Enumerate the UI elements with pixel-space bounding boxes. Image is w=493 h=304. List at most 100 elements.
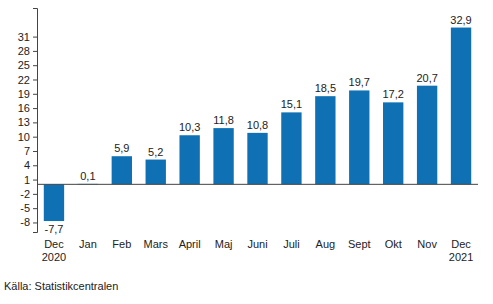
y-tick-label: 19 <box>18 88 30 100</box>
bar <box>213 128 233 184</box>
x-axis: Dec2020 Jan Feb Mars April Maj Juni Juli Aug Sept… <box>42 238 474 263</box>
y-tick: -5 <box>20 202 37 214</box>
chart-svg: -8 -5 -2 1 4 7 10 13 16 19 22 25 28 31 -7,7 0,1 5,9 5,2 10… <box>0 0 493 304</box>
x-tick-label: Juni <box>247 238 267 250</box>
y-tick: 28 <box>18 45 37 57</box>
x-tick: Sept <box>348 238 371 250</box>
y-tick-label: 22 <box>18 74 30 86</box>
x-tick: Feb <box>112 238 131 250</box>
data-label: -7,7 <box>44 223 63 235</box>
y-tick-mark <box>33 94 37 95</box>
y-tick-label: 16 <box>18 102 30 114</box>
y-tick: 13 <box>18 116 37 128</box>
x-tick: Mars <box>144 238 169 250</box>
chart-container: -8 -5 -2 1 4 7 10 13 16 19 22 25 28 31 -7,7 0,1 5,9 5,2 10… <box>0 0 493 304</box>
data-label: 20,7 <box>416 72 437 84</box>
y-tick: 10 <box>18 131 37 143</box>
data-label: 15,1 <box>281 98 302 110</box>
bar <box>451 28 471 185</box>
data-label: 19,7 <box>349 76 370 88</box>
x-tick: Dec2020 <box>42 238 66 263</box>
y-tick-label: 31 <box>18 31 30 43</box>
x-tick-label: Maj <box>215 238 233 250</box>
y-tick-label: 28 <box>18 45 30 57</box>
x-tick-label: April <box>179 238 201 250</box>
data-label: 32,9 <box>450 14 471 26</box>
y-tick: 1 <box>24 174 37 186</box>
y-tick-label: -2 <box>20 188 30 200</box>
bar <box>44 184 64 221</box>
x-tick: April <box>179 238 201 250</box>
x-tick: Juli <box>283 238 300 250</box>
x-tick-label: Jan <box>79 238 97 250</box>
bar <box>247 133 267 184</box>
x-tick-label: Sept <box>348 238 371 250</box>
bar <box>146 160 166 185</box>
x-tick: Maj <box>215 238 233 250</box>
y-tick-label: -8 <box>20 216 30 228</box>
bar <box>179 135 199 184</box>
y-axis-line <box>33 9 38 233</box>
y-tick-mark <box>33 51 37 52</box>
bar <box>383 102 403 184</box>
y-tick-mark <box>33 165 37 166</box>
y-tick: 16 <box>18 102 37 114</box>
plot-area: -8 -5 -2 1 4 7 10 13 16 19 22 25 28 31 -7,7 0,1 5,9 5,2 10… <box>18 9 478 264</box>
x-tick-label: Dec2020 <box>42 238 66 263</box>
y-tick: 31 <box>18 31 37 43</box>
data-label: 5,2 <box>148 146 163 158</box>
x-tick-label: Juli <box>283 238 300 250</box>
x-tick-label: Mars <box>144 238 169 250</box>
y-tick: 22 <box>18 74 37 86</box>
bar <box>349 90 369 184</box>
y-tick-mark <box>33 137 37 138</box>
x-tick-label: Aug <box>316 238 336 250</box>
y-tick-mark <box>33 222 37 223</box>
x-tick-label: Okt <box>385 238 402 250</box>
x-tick: Dec2021 <box>449 238 473 263</box>
source-note: Källa: Statistikcentralen <box>4 280 118 292</box>
bar <box>315 96 335 184</box>
bar <box>281 112 301 184</box>
bar <box>417 86 437 185</box>
y-tick-mark <box>33 79 37 80</box>
y-tick-mark <box>33 194 37 195</box>
x-tick-label: Feb <box>112 238 131 250</box>
y-tick-mark <box>33 180 37 181</box>
y-tick: -2 <box>20 188 37 200</box>
y-tick-mark <box>33 37 37 38</box>
y-tick-label: 13 <box>18 116 30 128</box>
y-tick-label: 1 <box>24 174 30 186</box>
data-label: 5,9 <box>114 142 129 154</box>
zero-line <box>37 184 478 185</box>
y-tick: 7 <box>24 145 37 157</box>
x-tick: Juni <box>247 238 267 250</box>
y-tick-mark <box>33 151 37 152</box>
y-tick-label: 4 <box>24 159 30 171</box>
annotations: Källa: Statistikcentralen <box>4 280 118 292</box>
bars <box>44 28 471 221</box>
data-label: 11,8 <box>213 114 234 126</box>
y-tick: 4 <box>24 159 37 171</box>
x-tick: Nov <box>417 238 437 250</box>
data-label: 18,5 <box>315 82 336 94</box>
y-tick: 19 <box>18 88 37 100</box>
data-label: 10,8 <box>247 119 268 131</box>
data-label: 0,1 <box>80 170 95 182</box>
y-tick-label: 25 <box>18 59 30 71</box>
data-label: 10,3 <box>179 121 200 133</box>
y-tick-mark <box>33 122 37 123</box>
x-tick: Okt <box>385 238 402 250</box>
y-tick: 25 <box>18 59 37 71</box>
y-tick-label: -5 <box>20 202 30 214</box>
data-label: 17,2 <box>382 88 403 100</box>
x-tick: Jan <box>79 238 97 250</box>
x-tick: Aug <box>316 238 336 250</box>
x-tick-label: Dec2021 <box>449 238 473 263</box>
y-tick-mark <box>33 65 37 66</box>
y-tick-mark <box>33 108 37 109</box>
y-tick-mark <box>33 208 37 209</box>
data-labels: -7,7 0,1 5,9 5,2 10,3 11,8 10,8 15,1 18,5 19,7 17,… <box>44 14 471 235</box>
y-axis: -8 -5 -2 1 4 7 10 13 16 19 22 25 28 31 <box>18 9 38 233</box>
y-tick-label: 7 <box>24 145 30 157</box>
